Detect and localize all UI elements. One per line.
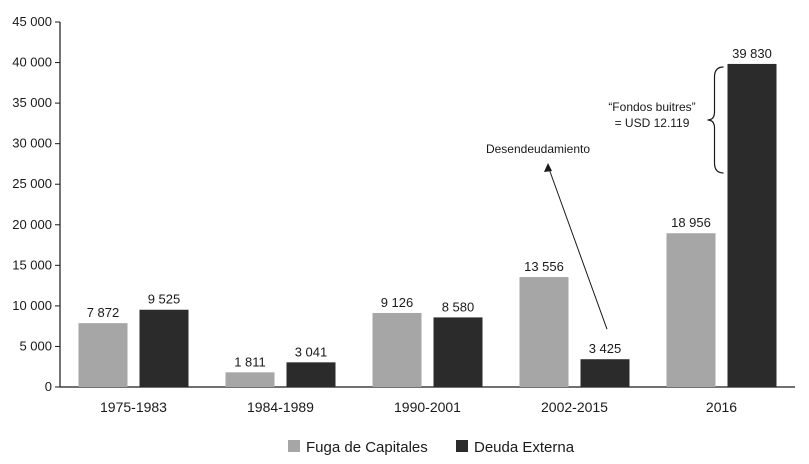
data-label: 7 872: [87, 305, 120, 320]
y-tick-label: 15 000: [12, 257, 52, 272]
data-label: 39 830: [732, 46, 772, 61]
y-tick-label: 20 000: [12, 217, 52, 232]
y-tick-label: 35 000: [12, 95, 52, 110]
bars: [78, 63, 777, 387]
x-tick-label: 1975-1983: [100, 399, 167, 415]
y-tick-label: 30 000: [12, 136, 52, 151]
x-tick-label: 2016: [706, 399, 737, 415]
bar-fuga-1: [225, 372, 275, 387]
legend-label: Fuga de Capitales: [306, 439, 428, 456]
bar-deuda-0: [139, 309, 189, 387]
bar-fuga-0: [78, 323, 128, 387]
x-tick-label: 1990-2001: [394, 399, 461, 415]
y-tick-label: 45 000: [12, 14, 52, 29]
y-tick-label: 10 000: [12, 298, 52, 313]
bar-fuga-4: [666, 233, 716, 387]
data-labels: 7 872 9 525 1 811 3 041 9 126 8 580 13 556 3 42…: [87, 46, 772, 369]
bar-deuda-3: [580, 359, 630, 387]
bar-deuda-4: [727, 63, 777, 387]
axes: 0 5 000 10 000 15 000 20 000 25 000 30 000 35 0…: [12, 14, 795, 415]
legend: Fuga de Capitales Deuda Externa: [288, 439, 575, 456]
annotation-fondos-buitres: = USD 12.119: [615, 116, 690, 130]
x-tick-label: 2002-2015: [541, 399, 608, 415]
bar-deuda-1: [286, 362, 336, 387]
legend-swatch: [456, 440, 468, 452]
annotations: Desendeudamiento “Fondos buitres” = USD 12…: [486, 66, 724, 330]
data-label: 18 956: [671, 215, 711, 230]
annotation-fondos-buitres: “Fondos buitres”: [608, 100, 695, 114]
bar-fuga-2: [372, 312, 422, 387]
data-label: 3 425: [589, 341, 622, 356]
data-label: 3 041: [295, 344, 328, 359]
data-label: 1 811: [234, 354, 266, 369]
bar-fuga-3: [519, 277, 569, 387]
data-label: 9 126: [381, 295, 414, 310]
bar-deuda-2: [433, 317, 483, 387]
y-tick-label: 0: [45, 379, 52, 394]
x-tick-label: 1984-1989: [247, 399, 314, 415]
y-tick-label: 25 000: [12, 176, 52, 191]
arrow-head: [544, 163, 552, 172]
annotation-arrow: [547, 165, 608, 330]
data-label: 9 525: [148, 292, 181, 307]
annotation-desendeudamiento: Desendeudamiento: [486, 142, 590, 156]
y-tick-label: 40 000: [12, 55, 52, 70]
bracket-brace: [707, 66, 724, 174]
legend-swatch: [288, 440, 300, 452]
data-label: 13 556: [524, 259, 564, 274]
legend-label: Deuda Externa: [474, 439, 575, 456]
data-label: 8 580: [442, 299, 475, 314]
y-tick-label: 5 000: [19, 338, 52, 353]
